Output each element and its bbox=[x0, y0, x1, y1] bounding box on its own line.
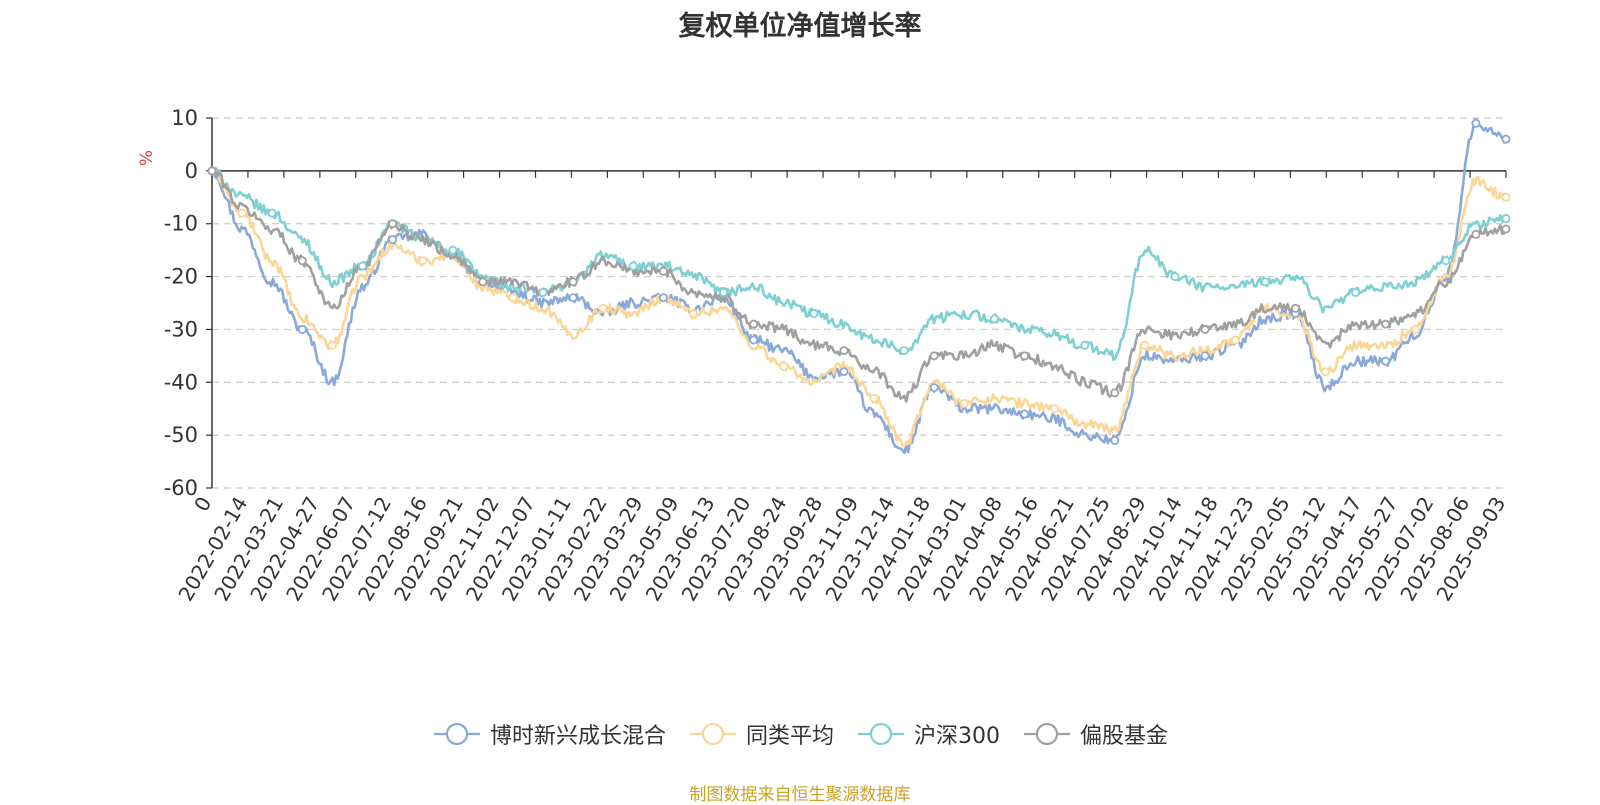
data-point bbox=[1351, 287, 1361, 297]
data-point bbox=[418, 256, 428, 266]
y-tick-label: -60 bbox=[164, 476, 198, 500]
data-point bbox=[237, 208, 247, 218]
legend-marker-icon bbox=[1024, 722, 1070, 746]
data-point bbox=[1080, 340, 1090, 350]
series-line bbox=[211, 166, 1508, 448]
legend: 博时新兴成长混合 同类平均 沪深300 偏股基金 bbox=[0, 718, 1600, 750]
data-point bbox=[1230, 335, 1240, 345]
axes: 100-10-20-30-40-50-6002022-02-142022-03-… bbox=[164, 106, 1511, 605]
legend-item[interactable]: 沪深300 bbox=[856, 718, 1000, 750]
data-point bbox=[658, 293, 668, 303]
data-point bbox=[568, 293, 578, 303]
data-point bbox=[1200, 351, 1210, 361]
line-chart: 100-10-20-30-40-50-6002022-02-142022-03-… bbox=[137, 106, 1511, 605]
data-point bbox=[929, 383, 939, 393]
data-point bbox=[1471, 229, 1481, 239]
data-point bbox=[809, 309, 819, 319]
y-tick-label: 10 bbox=[171, 106, 198, 130]
series-line bbox=[210, 118, 1508, 455]
data-point bbox=[1200, 324, 1210, 334]
series-line bbox=[211, 168, 1508, 403]
series-line bbox=[211, 167, 1507, 362]
data-point bbox=[1020, 409, 1030, 419]
legend-label: 偏股基金 bbox=[1080, 724, 1169, 749]
legend-item[interactable]: 同类平均 bbox=[688, 718, 834, 750]
y-axis-label: % bbox=[137, 150, 157, 166]
data-point bbox=[1140, 340, 1150, 350]
data-point bbox=[749, 335, 759, 345]
data-point bbox=[658, 266, 668, 276]
y-tick-label: -50 bbox=[164, 423, 198, 447]
y-tick-label: -30 bbox=[164, 317, 198, 341]
legend-marker-icon bbox=[433, 722, 480, 746]
data-point bbox=[1320, 367, 1330, 377]
y-tick-label: 0 bbox=[185, 159, 198, 183]
y-tick-label: -10 bbox=[164, 212, 198, 236]
data-point bbox=[839, 367, 849, 377]
data-point bbox=[1501, 134, 1511, 144]
legend-item[interactable]: 博时新兴成长混合 bbox=[432, 718, 666, 750]
data-point bbox=[1471, 118, 1481, 128]
data-point bbox=[1020, 351, 1030, 361]
legend-item[interactable]: 偏股基金 bbox=[1022, 718, 1168, 750]
series-lines bbox=[210, 118, 1508, 455]
data-point bbox=[388, 219, 398, 229]
data-point bbox=[207, 166, 217, 176]
data-point bbox=[1501, 224, 1511, 234]
data-point bbox=[779, 361, 789, 371]
data-point bbox=[357, 261, 367, 271]
data-point bbox=[989, 314, 999, 324]
data-point bbox=[267, 208, 277, 218]
data-point bbox=[1441, 256, 1451, 266]
data-point bbox=[628, 261, 638, 271]
data-point bbox=[297, 256, 307, 266]
x-tick-label: 0 bbox=[189, 493, 216, 516]
legend-label: 博时新兴成长混合 bbox=[489, 724, 666, 749]
y-tick-label: -40 bbox=[164, 370, 198, 394]
data-point bbox=[1501, 213, 1511, 223]
legend-label: 沪深300 bbox=[914, 724, 1000, 749]
data-point bbox=[478, 277, 488, 287]
data-point bbox=[929, 351, 939, 361]
data-point bbox=[959, 398, 969, 408]
data-point bbox=[508, 293, 518, 303]
data-point bbox=[1501, 192, 1511, 202]
chart-title: 复权单位净值增长率 bbox=[678, 11, 922, 42]
data-point bbox=[1110, 435, 1120, 445]
data-point bbox=[1381, 356, 1391, 366]
data-point bbox=[388, 235, 398, 245]
data-point bbox=[749, 319, 759, 329]
source-note: 制图数据来自恒生聚源数据库 bbox=[689, 785, 911, 805]
y-tick-label: -20 bbox=[164, 265, 198, 289]
data-point bbox=[688, 309, 698, 319]
series-markers bbox=[207, 118, 1511, 445]
legend-marker-icon bbox=[689, 722, 736, 746]
data-point bbox=[1110, 388, 1120, 398]
data-point bbox=[538, 287, 548, 297]
data-point bbox=[1170, 272, 1180, 282]
legend-marker-icon bbox=[858, 722, 904, 746]
data-point bbox=[598, 303, 608, 313]
data-point bbox=[1290, 303, 1300, 313]
data-point bbox=[869, 393, 879, 403]
data-point bbox=[568, 277, 578, 287]
data-point bbox=[448, 245, 458, 255]
legend-label: 同类平均 bbox=[745, 724, 834, 749]
data-point bbox=[1381, 319, 1391, 329]
data-point bbox=[327, 340, 337, 350]
data-point bbox=[1050, 404, 1060, 414]
data-point bbox=[839, 346, 849, 356]
data-point bbox=[1411, 324, 1421, 334]
data-point bbox=[297, 324, 307, 334]
data-point bbox=[899, 346, 909, 356]
data-point bbox=[719, 287, 729, 297]
data-point bbox=[1260, 277, 1270, 287]
